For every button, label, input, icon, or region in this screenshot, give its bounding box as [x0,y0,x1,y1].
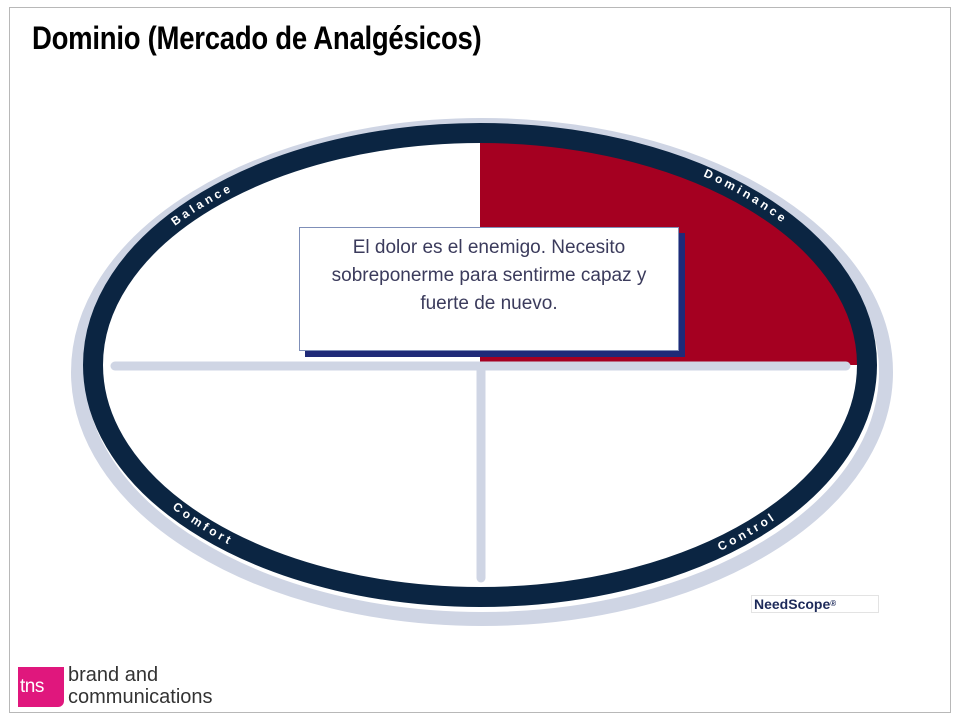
brand-line-1: brand and [68,664,159,686]
page-title: Dominio (Mercado de Analgésicos) [32,20,482,56]
tns-logo [18,667,64,707]
brand-line-2: communications [68,686,213,708]
needscope-logo-text: NeedScope [754,596,831,612]
needscope-ring [83,123,877,607]
callout-text: El dolor es el enemigo. Necesito sobrepo… [331,237,647,314]
tns-logo-text: tns [20,676,44,697]
slide-frame [9,7,951,713]
callout-box: El dolor es el enemigo. Necesito sobrepo… [299,227,679,351]
needscope-logo: NeedScope® [751,595,879,613]
registered-mark: ® [830,599,837,608]
